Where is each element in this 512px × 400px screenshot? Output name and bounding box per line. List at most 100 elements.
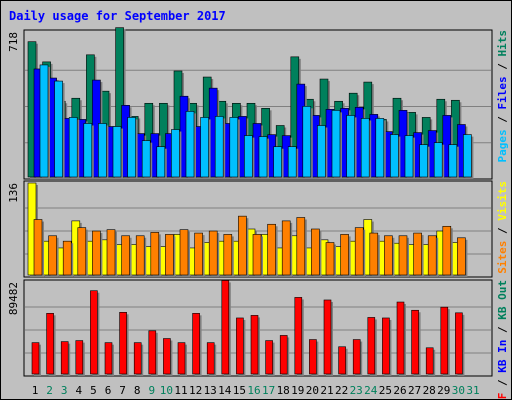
bar-sites (77, 227, 87, 276)
bar-pages (375, 118, 385, 178)
bar-sites (135, 235, 145, 276)
bar-kb-f (177, 342, 186, 375)
bar-pages (54, 80, 63, 178)
x-tick-label: 13 (204, 384, 217, 397)
bar-pages (98, 123, 107, 178)
bar-sites (340, 234, 349, 276)
bar-kb-f (148, 330, 157, 375)
bar-sites (413, 232, 422, 276)
x-tick-label: 20 (306, 384, 319, 397)
x-tick-label: 30 (452, 384, 465, 397)
x-tick-label: 16 (247, 384, 260, 397)
bar-sites (457, 237, 466, 276)
bar-kb-f (440, 306, 449, 375)
bar-sites (106, 229, 116, 276)
legend-item: / (496, 320, 509, 340)
x-tick-label: 6 (105, 384, 112, 397)
bar-kb-f (309, 339, 317, 375)
bar-kb-f (31, 342, 40, 375)
x-tick-label: 23 (350, 384, 363, 397)
bar-pages (112, 126, 122, 178)
bar-sites (92, 230, 101, 276)
x-tick-label: 21 (320, 384, 333, 397)
bar-pages (404, 135, 414, 178)
x-tick-label: 3 (61, 384, 68, 397)
x-tick-label: 5 (90, 384, 97, 397)
bar-pages (141, 140, 151, 178)
bar-sites (165, 234, 174, 276)
bar-pages (390, 134, 399, 178)
bar-kb-f (294, 297, 303, 375)
bar-kb-f (236, 317, 244, 375)
bar-pages (419, 144, 428, 178)
x-tick-label: 2 (46, 384, 53, 397)
bar-sites (325, 242, 335, 276)
bar-pages (273, 146, 282, 178)
panel-middle: 136 Sites / Visits (7, 180, 509, 278)
x-tick-label: 11 (174, 384, 187, 397)
bar-kb-f (46, 313, 54, 375)
bar-sites (150, 232, 160, 276)
bar-pages (229, 117, 239, 178)
x-tick-label: 1 (32, 384, 39, 397)
x-tick-label: 25 (379, 384, 392, 397)
bar-kb-f (75, 340, 84, 375)
ymax-label: 89482 (7, 282, 20, 315)
x-tick-label: 12 (189, 384, 202, 397)
x-tick-label: 10 (160, 384, 173, 397)
x-tick-label: 29 (437, 384, 450, 397)
legend-item: Pages (496, 129, 509, 162)
bar-pages (331, 110, 341, 178)
series-legend: Pages / Files / Hits (496, 30, 509, 163)
bar-pages (68, 117, 78, 178)
x-tick-label: 9 (148, 384, 155, 397)
bar-pages (39, 64, 49, 178)
bar-sites (194, 232, 203, 276)
bar-pages (200, 117, 209, 178)
bar-kb-f (367, 317, 376, 375)
bar-sites (238, 215, 247, 276)
bar-pages (346, 115, 355, 178)
x-tick-label: 27 (408, 384, 421, 397)
bar-pages (317, 125, 326, 178)
bar-sites (296, 217, 306, 276)
legend-item: Sites (496, 241, 509, 274)
x-tick-label: 8 (134, 384, 141, 397)
x-tick-label: 19 (291, 384, 304, 397)
bar-kb-f (323, 299, 332, 375)
series-legend: Sites / Visits (496, 181, 509, 274)
x-tick-label: 24 (364, 384, 378, 397)
bar-kb-f (455, 312, 463, 375)
bar-sites (33, 219, 43, 276)
bar-kb-f (133, 342, 142, 375)
panel-top: 718 Pages / Files / Hits (7, 27, 509, 180)
bar-pages (448, 144, 458, 178)
x-tick-label: 28 (423, 384, 436, 397)
bar-kb-f (382, 317, 390, 375)
x-tick-label: 22 (335, 384, 348, 397)
bar-pages (287, 146, 297, 178)
x-tick-label: 4 (75, 384, 82, 397)
bar-pages (433, 142, 443, 178)
x-tick-label: 15 (233, 384, 246, 397)
bar-kb-f (279, 335, 288, 375)
series-legend: KB F / KB In / KB Out (496, 280, 509, 399)
x-tick-label: 7 (119, 384, 126, 397)
bar-sites (223, 234, 233, 276)
legend-item: Hits (496, 30, 509, 57)
panel-bottom: 89482 KB F / KB In / KB Out (7, 279, 509, 399)
chart-title: Daily usage for September 2017 (9, 9, 226, 23)
legend-item: / (496, 110, 509, 130)
bar-kb-f (250, 315, 259, 375)
bar-kb-f (206, 342, 215, 375)
bar-sites (179, 229, 189, 276)
legend-item: / (496, 221, 509, 241)
bar-pages (185, 111, 195, 178)
bar-sites (442, 225, 452, 276)
bar-sites (281, 220, 291, 276)
bar-pages (302, 106, 312, 178)
x-tick-label: 18 (277, 384, 290, 397)
bar-pages (156, 146, 166, 178)
legend-item: KB In (496, 340, 509, 373)
